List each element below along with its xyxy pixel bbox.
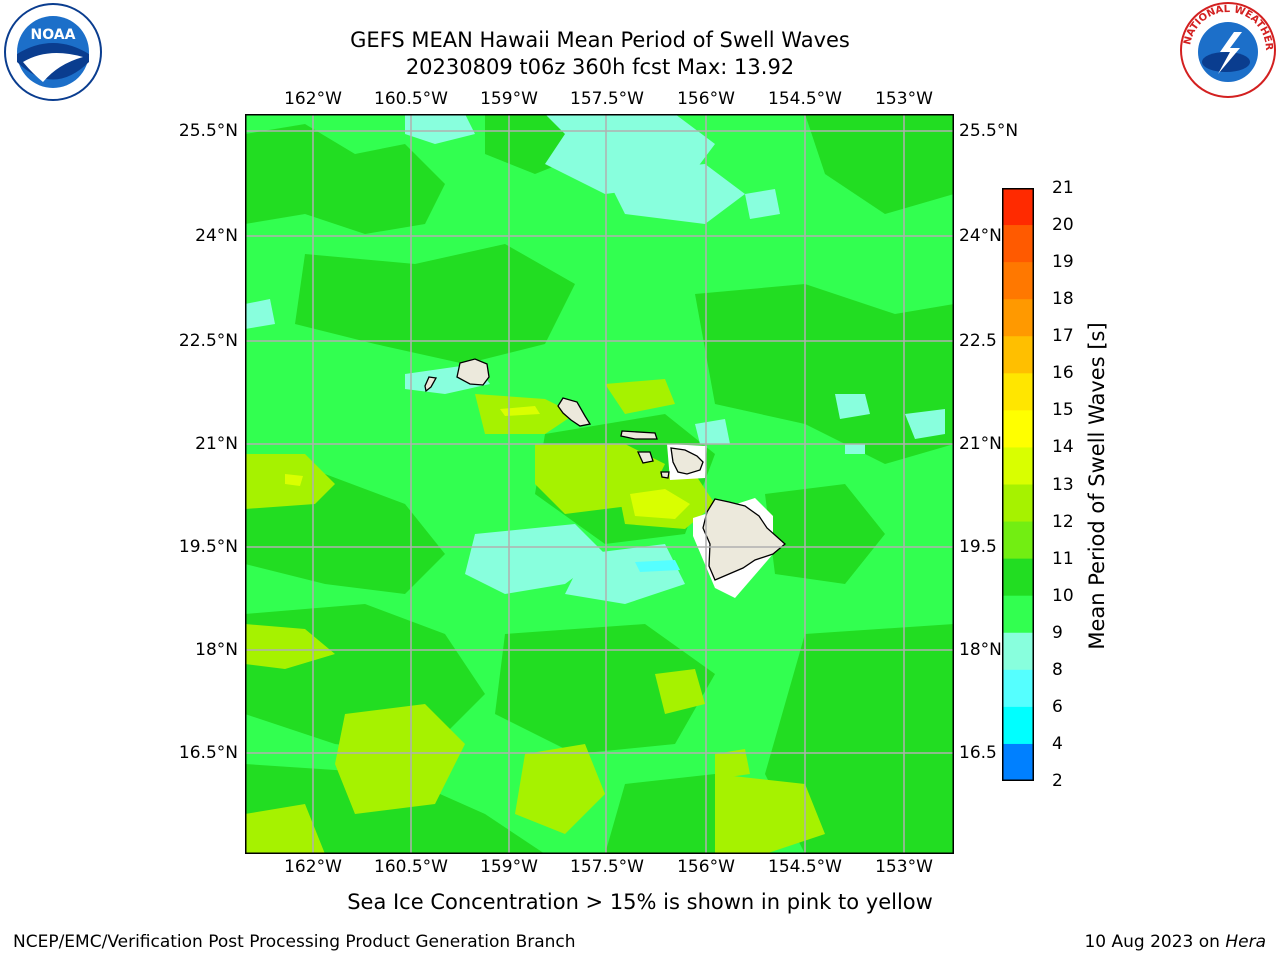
lat-tick-left: 25.5°N <box>178 121 238 141</box>
colorbar-segment <box>1002 262 1034 300</box>
lon-tick-top: 160.5°W <box>374 89 448 109</box>
island-lanai <box>636 451 654 464</box>
lat-tick-left: 18°N <box>195 640 238 660</box>
colorbar-tick-label: 8 <box>1052 659 1063 680</box>
colorbar-tick-label: 15 <box>1052 400 1074 421</box>
colorbar-tick-label: 19 <box>1052 252 1074 273</box>
lon-tick-top: 153°W <box>875 89 933 109</box>
colorbar-tick-label: 6 <box>1052 696 1063 717</box>
chart-subtitle: 20230809 t06z 360h fcst Max: 13.92 <box>405 55 795 79</box>
island-maui <box>670 447 704 475</box>
colorbar-tick-label: 14 <box>1052 437 1074 458</box>
colorbar-segment <box>1002 373 1034 411</box>
lon-tick-bottom: 162°W <box>284 857 342 877</box>
lon-tick-top: 157.5°W <box>570 89 644 109</box>
nws-logo-icon: NATIONAL WEATHER SERVICE <box>1178 0 1276 98</box>
lat-tick-left: 22.5°N <box>178 331 238 351</box>
colorbar-segment <box>1002 225 1034 263</box>
period-9-10-regions <box>245 114 945 604</box>
footer-date-text: 10 Aug 2023 on <box>1084 932 1226 952</box>
period-13-14-regions <box>285 406 690 519</box>
colorbar-segment <box>1002 188 1034 226</box>
island-niihau <box>424 376 438 393</box>
colorbar-tick-label: 2 <box>1052 771 1063 791</box>
lat-tick-left: 16.5°N <box>178 743 238 763</box>
lon-tick-bottom: 156°W <box>677 857 735 877</box>
footer-date: 10 Aug 2023 on Hera <box>1084 932 1266 952</box>
period-12-13-regions <box>245 379 825 854</box>
lat-tick-right: 19.5 <box>959 537 997 557</box>
colorbar-tick-label: 9 <box>1052 622 1063 643</box>
lon-tick-top: 156°W <box>677 89 735 109</box>
map-gridlines <box>245 114 954 854</box>
colorbar-title: Mean Period of Swell Waves [s] <box>1085 322 1109 650</box>
colorbar <box>1002 188 1034 781</box>
colorbar-segment <box>1002 558 1034 597</box>
footer-host: Hera <box>1225 932 1266 952</box>
swell-period-map <box>245 114 954 854</box>
lon-tick-bottom: 157.5°W <box>570 857 644 877</box>
colorbar-segment <box>1002 521 1034 560</box>
colorbar-segment <box>1002 447 1034 485</box>
lon-tick-bottom: 159°W <box>480 857 538 877</box>
lon-tick-bottom: 153°W <box>875 857 933 877</box>
island-kahoolawe <box>660 471 670 479</box>
colorbar-tick-label: 10 <box>1052 585 1074 606</box>
colorbar-segment <box>1002 336 1034 374</box>
colorbar-segment <box>1002 743 1034 781</box>
map-border <box>245 114 954 854</box>
lat-tick-left: 24°N <box>195 226 238 246</box>
lat-tick-right: 16.5 <box>959 743 997 763</box>
lon-tick-bottom: 154.5°W <box>768 857 842 877</box>
lon-tick-top: 162°W <box>284 89 342 109</box>
chart-title: GEFS MEAN Hawaii Mean Period of Swell Wa… <box>350 28 850 52</box>
noaa-logo-text: NOAA <box>31 27 76 43</box>
colorbar-segments <box>1002 188 1034 781</box>
hawaiian-islands <box>424 358 786 581</box>
lat-tick-right: 24°N <box>959 226 1002 246</box>
lat-tick-left: 21°N <box>195 434 238 454</box>
colorbar-tick-label: 16 <box>1052 363 1074 384</box>
colorbar-segment <box>1002 299 1034 337</box>
colorbar-tick-label: 11 <box>1052 548 1074 569</box>
colorbar-tick-label: 18 <box>1052 289 1074 310</box>
footer-credit: NCEP/EMC/Verification Post Processing Pr… <box>13 932 576 952</box>
colorbar-tick-label: 17 <box>1052 326 1074 347</box>
colorbar-border <box>1002 188 1034 781</box>
island-molokai <box>620 430 658 440</box>
lat-tick-right: 21°N <box>959 434 1002 454</box>
lat-tick-right: 22.5 <box>959 331 997 351</box>
lat-tick-left: 19.5°N <box>178 537 238 557</box>
colorbar-tick-label: 21 <box>1052 178 1074 198</box>
colorbar-tick-label: 12 <box>1052 511 1074 532</box>
period-8-9-regions <box>635 560 680 572</box>
colorbar-segment <box>1002 595 1034 634</box>
colorbar-segment <box>1002 484 1034 523</box>
island-oahu <box>557 397 592 427</box>
lat-tick-right: 18°N <box>959 640 1002 660</box>
colorbar-tick-label: 4 <box>1052 733 1063 754</box>
colorbar-segment <box>1002 410 1034 448</box>
colorbar-segment <box>1002 706 1034 745</box>
lat-tick-right: 25.5°N <box>959 121 1019 141</box>
ice-note-text: Sea Ice Concentration > 15% is shown in … <box>347 890 933 914</box>
island-kauai <box>456 358 490 386</box>
lon-tick-top: 154.5°W <box>768 89 842 109</box>
colorbar-segment <box>1002 632 1034 671</box>
lon-tick-bottom: 160.5°W <box>374 857 448 877</box>
lon-tick-top: 159°W <box>480 89 538 109</box>
colorbar-tick-label: 20 <box>1052 215 1074 236</box>
colorbar-tick-label: 13 <box>1052 474 1074 495</box>
colorbar-segment <box>1002 669 1034 708</box>
noaa-logo-icon: NOAA <box>4 3 102 101</box>
